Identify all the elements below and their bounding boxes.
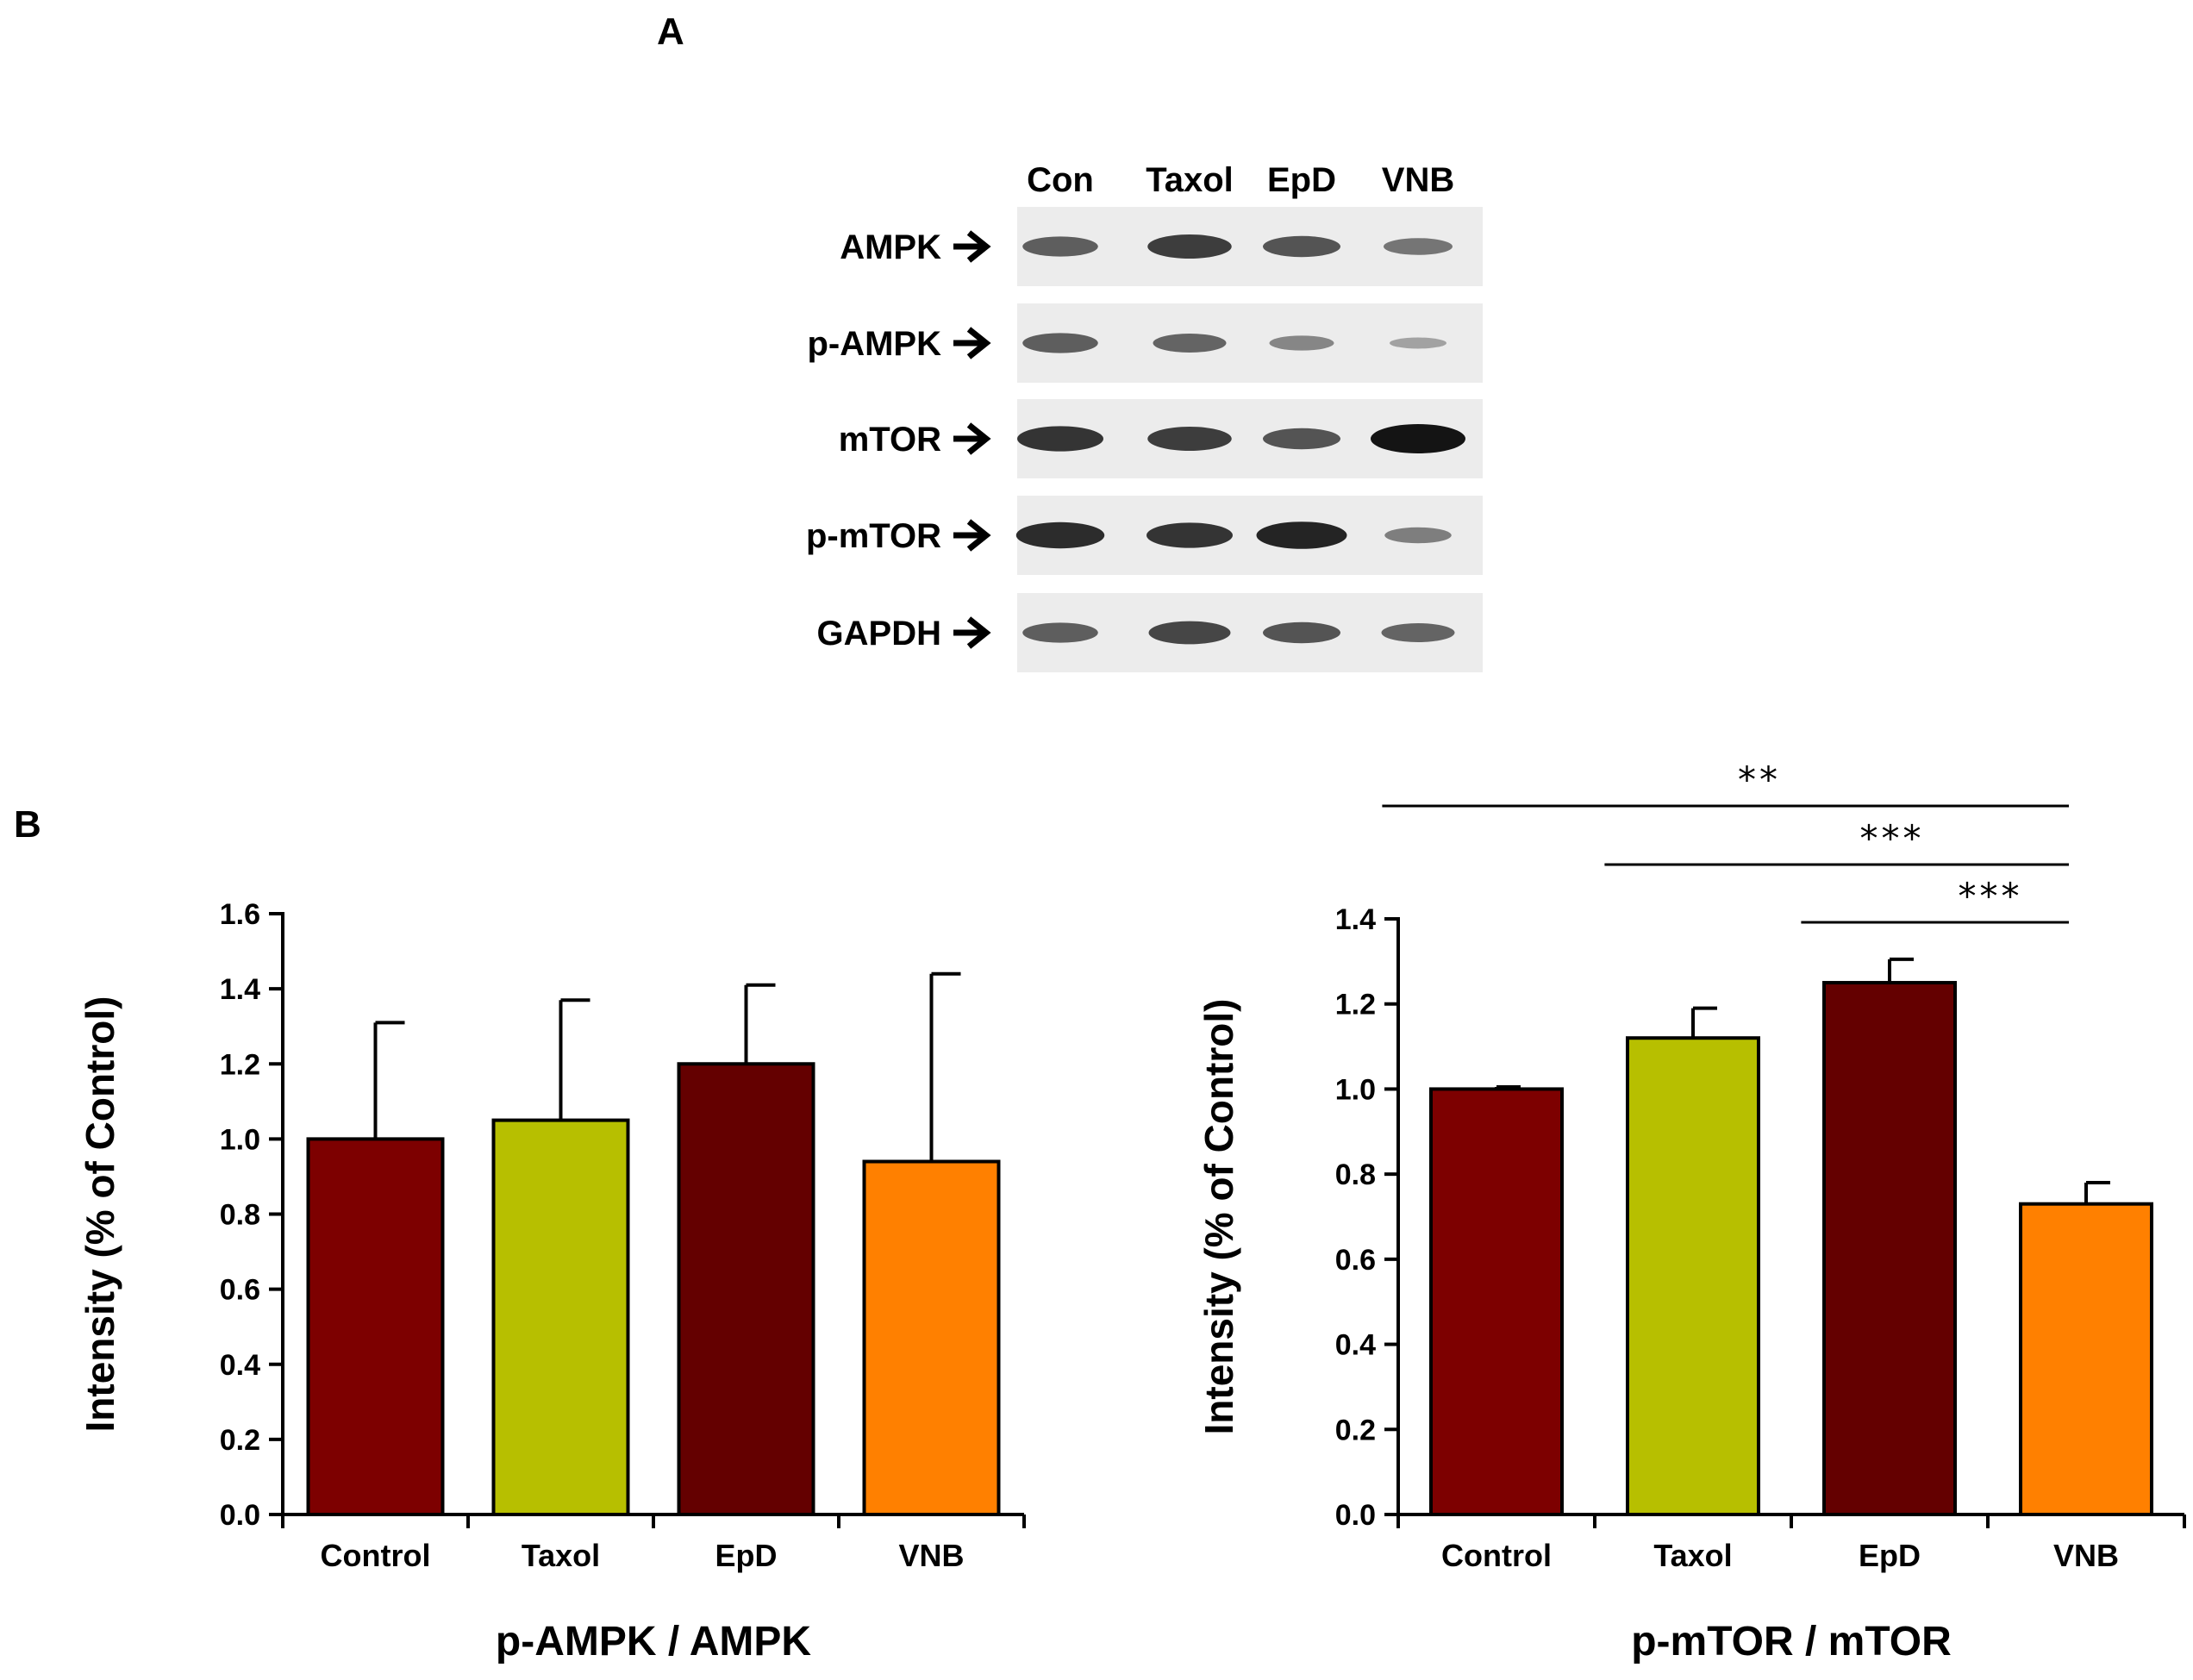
y-tick-label: 0.8 [220, 1199, 260, 1232]
x-tick-label-epd: EpD [715, 1538, 778, 1573]
panel-label-a: A [657, 10, 684, 53]
blot-band [1263, 621, 1340, 644]
blot-band [1022, 333, 1098, 353]
y-tick-label: 1.4 [1335, 903, 1376, 936]
blot-band [1017, 426, 1103, 452]
row-label-p-ampk: p-AMPK [807, 325, 941, 363]
x-tick-label-taxol: Taxol [1653, 1538, 1732, 1573]
arrow-right-icon [953, 230, 991, 263]
y-tick-label: 0.6 [1335, 1244, 1376, 1277]
blot-band [1147, 427, 1232, 451]
bar-control [306, 1137, 445, 1516]
x-tick-label-vnb: VNB [2053, 1538, 2119, 1573]
blot-band [1263, 235, 1340, 258]
bar-control [1429, 1087, 1564, 1517]
blot-band [1022, 236, 1098, 257]
chart-p-mtor: 0.0 0.2 0.4 0.6 0.8 1.0 1.2 1.4 Control Taxol EpD V… [1196, 759, 2186, 1664]
row-label-gapdh: GAPDH [817, 615, 941, 653]
y-tick-label: 0.8 [1335, 1159, 1376, 1191]
y-tick-label: 0.4 [1335, 1329, 1376, 1362]
y-axis-title: Intensity (% of Control) [78, 996, 122, 1433]
blot-band [1153, 334, 1227, 353]
panel-label-b: B [14, 803, 41, 846]
x-tick-label-control: Control [321, 1538, 431, 1573]
row-label-ampk: AMPK [840, 228, 941, 266]
y-tick-label: 0.2 [1335, 1414, 1376, 1446]
y-tick-label: 0.2 [220, 1424, 260, 1457]
blot-band [1022, 622, 1098, 643]
lane-label-con: Con [1027, 161, 1094, 199]
y-axis-title: Intensity (% of Control) [1196, 999, 1241, 1435]
blot-band [1148, 621, 1231, 645]
row-label-mtor: mTOR [839, 421, 941, 459]
bar-taxol [1626, 1036, 1760, 1516]
significance-label: *** [1959, 875, 2023, 917]
x-tick-label-vnb: VNB [898, 1538, 964, 1573]
western-blot: Con Taxol EpD VNB AMPK p-AMPK mTOR p-mTOR GAPDH [806, 161, 1483, 672]
lane-label-vnb: VNB [1382, 161, 1454, 199]
blot-band [1381, 623, 1455, 642]
y-tick-label: 1.0 [220, 1123, 260, 1156]
bar-epd [677, 1062, 815, 1516]
y-tick-label: 0.4 [220, 1349, 260, 1382]
arrow-right-icon [953, 422, 991, 455]
y-tick-label: 1.6 [220, 898, 260, 931]
lane-label-epd: EpD [1267, 161, 1336, 199]
x-tick-label-control: Control [1441, 1538, 1552, 1573]
lane-label-taxol: Taxol [1146, 161, 1234, 199]
arrow-right-icon [953, 519, 991, 552]
x-tick-label-epd: EpD [1859, 1538, 1921, 1573]
y-tick-label: 1.0 [1335, 1073, 1376, 1106]
y-tick-label: 1.2 [1335, 989, 1376, 1021]
y-tick-label: 0.0 [220, 1499, 260, 1532]
blot-band [1384, 238, 1453, 255]
blot-band [1390, 337, 1446, 349]
arrow-right-icon [953, 327, 991, 359]
arrow-right-icon [953, 616, 991, 649]
blot-band [1384, 527, 1452, 544]
bar-vnb [862, 1159, 1001, 1516]
x-tick-label-taxol: Taxol [522, 1538, 600, 1573]
chart-p-ampk: 0.0 0.2 0.4 0.6 0.8 1.0 1.2 1.4 1.6 Control Taxol E… [78, 898, 1026, 1664]
blot-band [1146, 522, 1233, 548]
significance-label: ** [1738, 759, 1781, 801]
blot-band [1147, 234, 1232, 259]
blot-band [1015, 521, 1105, 549]
chart-caption: p-AMPK / AMPK [496, 1619, 812, 1664]
y-tick-label: 1.4 [220, 973, 260, 1006]
bar-taxol [491, 1118, 630, 1516]
row-label-p-mtor: p-mTOR [806, 517, 941, 555]
blot-band [1263, 428, 1340, 450]
y-tick-label: 0.0 [1335, 1499, 1376, 1532]
blot-band [1269, 335, 1334, 351]
y-tick-label: 1.2 [220, 1048, 260, 1081]
chart-caption: p-mTOR / mTOR [1631, 1619, 1952, 1664]
blot-band [1371, 424, 1465, 453]
blot-band [1256, 521, 1347, 549]
bar-vnb [2019, 1202, 2153, 1516]
significance-label: *** [1860, 817, 1925, 859]
bar-epd [1822, 981, 1957, 1517]
y-tick-label: 0.6 [220, 1274, 260, 1307]
